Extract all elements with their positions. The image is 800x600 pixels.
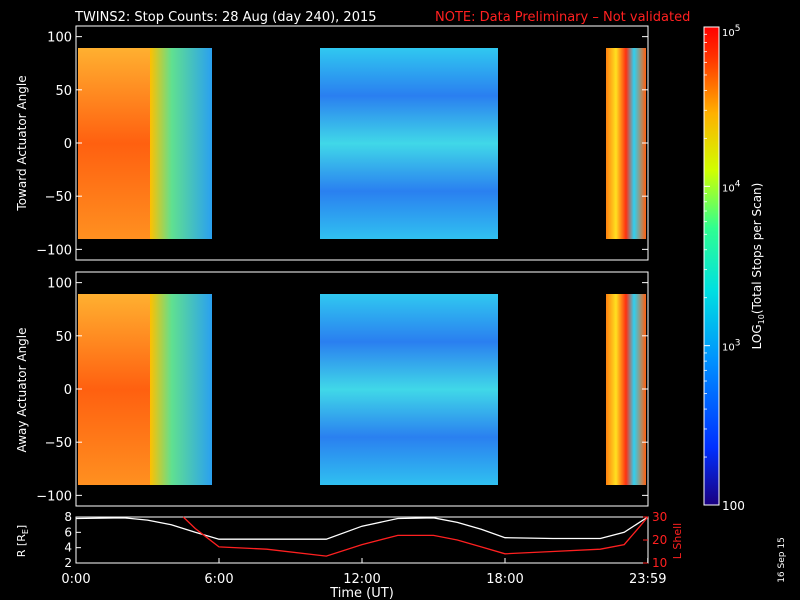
toward-segment-late	[606, 48, 646, 239]
colorbar-ticks: 105 104 103 100	[704, 24, 745, 513]
toward-ytick-label: 100	[47, 31, 72, 46]
toward-ytick-label: 50	[55, 84, 72, 99]
away-ytick-label: −100	[36, 489, 72, 504]
time-xlabel: Time (UT)	[329, 586, 394, 600]
lshell-tick-label: 20	[652, 533, 667, 547]
panel-away: Away Actuator Angle 100 50 0 −50 −100	[15, 271, 649, 507]
colorbar-tick-label: 105	[722, 24, 740, 39]
toward-ytick-label: −100	[36, 243, 72, 258]
away-segment-late	[606, 294, 646, 485]
radius-tick-label: 2	[64, 556, 72, 570]
chart-title: TWINS2: Stop Counts: 28 Aug (day 240), 2…	[74, 10, 377, 25]
colorbar-tick-label: 104	[722, 179, 741, 194]
lshell-ylabel: L Shell	[671, 523, 684, 559]
lshell-line	[182, 516, 649, 557]
colorbar-tick-label: 100	[722, 499, 745, 513]
lshell-tick-label: 10	[652, 556, 667, 570]
panel-toward: Toward Actuator Angle 100 50 0 −50 −100	[15, 25, 649, 261]
radius-ylabel: R [RE]	[15, 525, 30, 557]
away-ytick-label: 0	[64, 383, 72, 398]
toward-ytick-label: −50	[45, 190, 72, 205]
time-tick-label: 12:00	[343, 572, 380, 587]
radius-line	[75, 516, 649, 540]
away-segment-morning-fade	[150, 294, 212, 485]
away-ylabel: Away Actuator Angle	[15, 327, 29, 452]
time-tick-label: 18:00	[486, 572, 523, 587]
panel-orbit: 86 42 30 20 10 0:00 6:00 12:00 18:00 23:59 R [RE]…	[15, 510, 684, 600]
away-ytick-label: 100	[47, 277, 72, 292]
date-stamp: 16 Sep 15	[777, 537, 787, 583]
radius-tick-label: 4	[64, 541, 72, 555]
lshell-tick-label: 30	[652, 510, 667, 524]
time-tick-label: 23:59	[629, 572, 666, 587]
toward-segment-morning-fade	[150, 48, 212, 239]
toward-ylabel: Toward Actuator Angle	[15, 75, 29, 211]
heatmap-away	[78, 294, 646, 485]
radius-tick-label: 8	[64, 510, 72, 524]
colorbar-scale	[703, 26, 720, 506]
orbit-lines	[75, 516, 649, 557]
colorbar-label: LOG10(Total Stops per Scan)	[750, 183, 766, 350]
heatmap-toward	[78, 48, 646, 239]
time-tick-label: 6:00	[204, 572, 233, 587]
colorbar-tick-label: 103	[722, 339, 740, 354]
toward-ticks: 100 50 0 −50 −100	[36, 31, 648, 258]
away-ticks: 100 50 0 −50 −100	[36, 277, 648, 504]
colorbar: 105 104 103 100 LOG10(Total Stops per Scan)	[703, 24, 766, 513]
panel-orbit-frame	[75, 516, 649, 564]
orbit-ticks: 86 42 30 20 10 0:00 6:00 12:00 18:00 23:59	[61, 510, 667, 587]
away-ytick-label: 50	[55, 330, 72, 345]
away-segment-midday	[320, 294, 498, 485]
toward-ytick-label: 0	[64, 137, 72, 152]
preliminary-note: NOTE: Data Preliminary – Not validated	[435, 10, 690, 25]
radius-tick-label: 6	[64, 525, 72, 539]
time-tick-label: 0:00	[61, 572, 90, 587]
away-ytick-label: −50	[45, 436, 72, 451]
toward-segment-midday	[320, 48, 498, 239]
